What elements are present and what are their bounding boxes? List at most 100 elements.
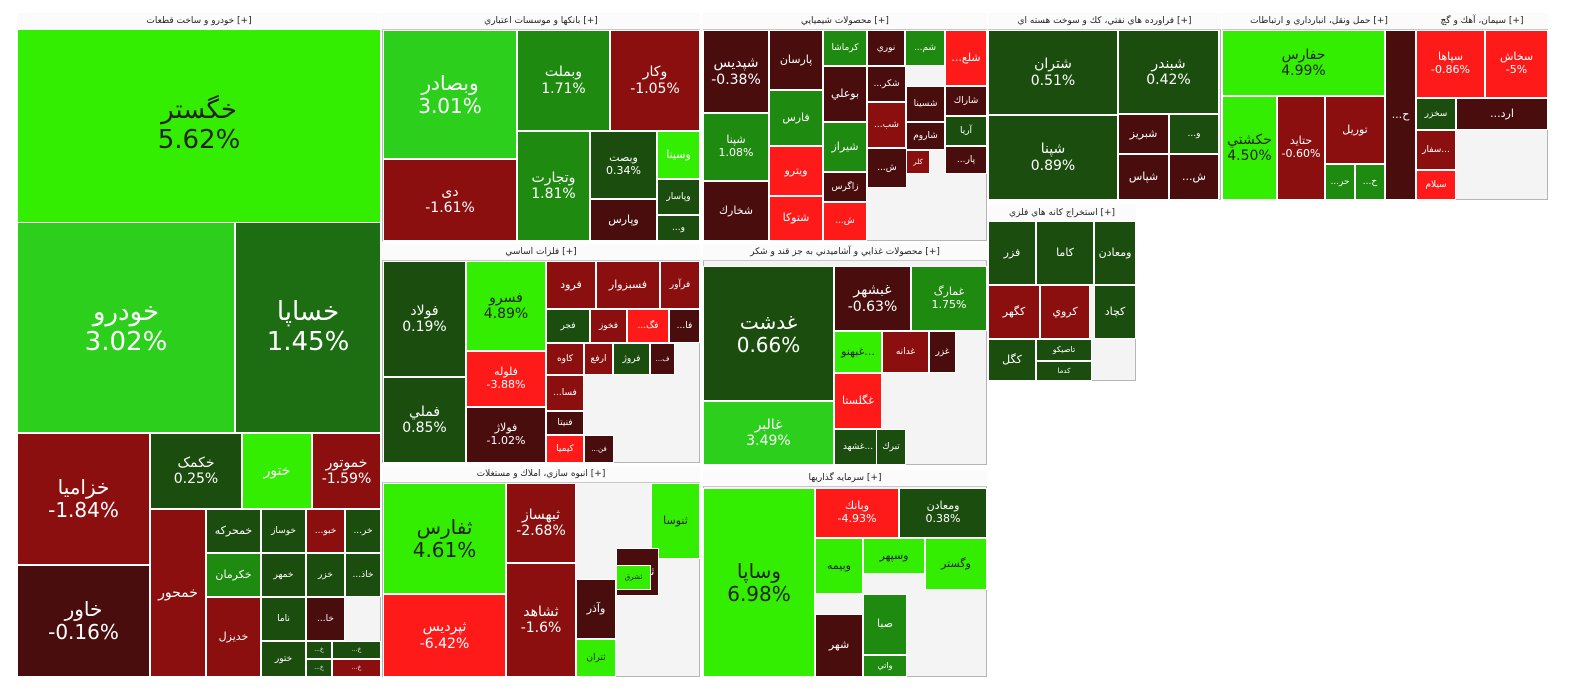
tile[interactable]: ثفارس 4.61% bbox=[383, 483, 506, 594]
tile[interactable]: فجر bbox=[546, 309, 590, 343]
tile[interactable]: غدانه bbox=[882, 331, 929, 373]
tile[interactable]: ...فن bbox=[584, 435, 614, 463]
tile[interactable]: وبيمه bbox=[815, 538, 863, 594]
tile[interactable]: ...پار bbox=[945, 146, 987, 174]
tile[interactable]: شپنا 1.08% bbox=[703, 113, 769, 181]
sector-header[interactable]: انبوه سازي، املاك و مستغلات [+] bbox=[382, 466, 700, 483]
tile[interactable]: سخزر bbox=[1416, 98, 1456, 130]
tile[interactable]: ارفع bbox=[584, 343, 613, 375]
tile[interactable]: وبملت 1.71% bbox=[517, 30, 610, 131]
tile[interactable]: ...خ bbox=[332, 659, 381, 677]
tile[interactable]: وسينا bbox=[657, 131, 700, 179]
sector-header[interactable]: فلزات اساسي [+] bbox=[382, 244, 700, 261]
tile[interactable]: ...ش bbox=[823, 202, 867, 241]
tile[interactable]: ...و bbox=[657, 215, 700, 241]
tile[interactable]: ...ف bbox=[650, 343, 675, 375]
tile[interactable]: خاور -0.16% bbox=[17, 565, 150, 677]
tile[interactable]: خمهر bbox=[261, 553, 306, 597]
tile[interactable]: كاما bbox=[1036, 221, 1094, 285]
sector-header[interactable]: بانكها و موسسات اعتباري [+] bbox=[382, 13, 700, 30]
tile[interactable]: دی -1.61% bbox=[383, 159, 517, 241]
tile[interactable]: ...حر bbox=[1325, 164, 1355, 200]
tile[interactable]: غدشت 0.66% bbox=[703, 266, 834, 401]
sector-header[interactable]: سيمان، آهك و گچ [+] bbox=[1416, 13, 1548, 30]
tile[interactable]: خوساز bbox=[261, 509, 306, 553]
tile[interactable]: خموتور -1.59% bbox=[312, 433, 381, 509]
sector-header[interactable]: محصولات غذايي و آشاميدني به جز قند و شكر… bbox=[703, 244, 987, 261]
tile[interactable]: خمحركه bbox=[206, 509, 261, 553]
tile[interactable]: ...فا bbox=[669, 309, 700, 343]
sector-header[interactable]: خودرو و ساخت قطعات [+] bbox=[17, 13, 381, 30]
tile[interactable]: تبرك bbox=[876, 429, 906, 465]
tile[interactable]: شپاس bbox=[1118, 154, 1169, 200]
tile[interactable]: فرود bbox=[546, 261, 596, 309]
tile[interactable]: شسينا bbox=[906, 86, 945, 122]
tile[interactable]: ...شلع bbox=[945, 30, 987, 86]
tile[interactable]: شيراز bbox=[823, 122, 867, 172]
tile[interactable]: وبانك -4.93% bbox=[815, 488, 899, 538]
tile[interactable]: خزر bbox=[306, 553, 345, 597]
sector-header[interactable]: استخراج كانه هاي فلزي [+] bbox=[988, 205, 1136, 222]
tile[interactable]: فملي 0.85% bbox=[383, 377, 466, 463]
tile[interactable]: ثتران bbox=[576, 639, 616, 677]
tile[interactable]: سفار... bbox=[1416, 130, 1456, 170]
tile[interactable]: خکمک 0.25% bbox=[150, 433, 242, 509]
tile[interactable]: غبشهر -0.63% bbox=[834, 266, 911, 331]
tile[interactable]: ...فگ bbox=[627, 309, 669, 343]
tile[interactable]: غالبر 3.49% bbox=[703, 401, 834, 465]
tile[interactable]: خديزل bbox=[206, 597, 261, 677]
tile[interactable]: وپارس bbox=[590, 199, 657, 241]
tile[interactable]: كگهر bbox=[988, 285, 1040, 339]
tile[interactable]: شپنا 0.89% bbox=[988, 115, 1118, 200]
tile[interactable]: فولاد 0.19% bbox=[383, 261, 466, 377]
tile[interactable]: فزر bbox=[988, 221, 1036, 285]
tile[interactable]: ثبهساز -2.68% bbox=[506, 483, 576, 563]
tile[interactable]: غبهنو... bbox=[834, 331, 882, 373]
tile[interactable]: ويترو bbox=[769, 146, 823, 196]
sector-header[interactable]: حمل ونقل، انبارداري و ارتباطات [+] bbox=[1222, 13, 1416, 30]
tile[interactable]: فنيتا bbox=[546, 411, 584, 435]
tile[interactable]: وسپهر bbox=[863, 538, 925, 574]
tile[interactable]: شتوكا bbox=[769, 196, 823, 241]
tile[interactable]: شبريز bbox=[1118, 114, 1169, 154]
sector-header[interactable]: سرمايه گذاريها [+] bbox=[703, 470, 987, 487]
tile[interactable]: فسبزوار bbox=[596, 261, 660, 309]
tile[interactable]: ثپردیس -6.42% bbox=[383, 594, 506, 677]
tile[interactable]: سخاش -5% bbox=[1485, 30, 1548, 98]
tile[interactable]: واتي bbox=[863, 655, 907, 677]
tile[interactable]: شبندر 0.42% bbox=[1118, 30, 1219, 114]
tile[interactable]: خساپا 1.45% bbox=[235, 222, 381, 433]
tile[interactable]: ...خا bbox=[306, 597, 345, 641]
tile[interactable]: ...خبو bbox=[306, 509, 345, 553]
tile[interactable]: سپاها -0.86% bbox=[1416, 30, 1485, 98]
tile[interactable]: وپاسار bbox=[657, 179, 700, 215]
tile[interactable]: ثشرق bbox=[616, 565, 651, 590]
tile[interactable]: كيميا bbox=[546, 435, 584, 463]
tile[interactable]: ثشاهد -1.6% bbox=[506, 563, 576, 677]
tile[interactable]: غگلستا bbox=[834, 373, 882, 429]
sector-header[interactable]: محصولات شيميايي [+] bbox=[703, 13, 987, 30]
tile[interactable]: شاراك bbox=[945, 86, 987, 116]
tile[interactable]: حكشتي 4.50% bbox=[1222, 96, 1277, 200]
tile[interactable]: ناما bbox=[261, 597, 306, 641]
tile[interactable]: وبصادر 3.01% bbox=[383, 30, 517, 159]
sector-header[interactable]: فراورده هاي نفتي، كك و سوخت هسته اي [+] bbox=[988, 13, 1221, 30]
tile[interactable]: ...و bbox=[1169, 114, 1219, 154]
tile[interactable]: شاروم bbox=[906, 122, 945, 150]
tile[interactable]: كچاد bbox=[1094, 285, 1136, 339]
tile[interactable]: ...شكر bbox=[867, 66, 906, 102]
tile[interactable]: ...ح bbox=[1385, 30, 1416, 200]
tile[interactable]: ...ش bbox=[867, 148, 907, 188]
tile[interactable]: خودرو 3.02% bbox=[17, 222, 235, 433]
tile[interactable]: ...شم bbox=[905, 30, 945, 66]
tile[interactable]: وبصت 0.34% bbox=[590, 131, 657, 199]
tile[interactable]: غزر bbox=[929, 331, 956, 373]
tile[interactable]: توريل bbox=[1325, 96, 1385, 164]
tile[interactable]: خمحور bbox=[150, 509, 206, 677]
tile[interactable]: زاگرس bbox=[823, 172, 867, 202]
tile[interactable]: شهر bbox=[815, 614, 863, 677]
tile[interactable]: كدما bbox=[1036, 361, 1092, 381]
tile[interactable]: شتران 0.51% bbox=[988, 30, 1118, 115]
tile[interactable]: فخوز bbox=[590, 309, 627, 343]
tile[interactable]: بوعلي bbox=[823, 66, 867, 122]
